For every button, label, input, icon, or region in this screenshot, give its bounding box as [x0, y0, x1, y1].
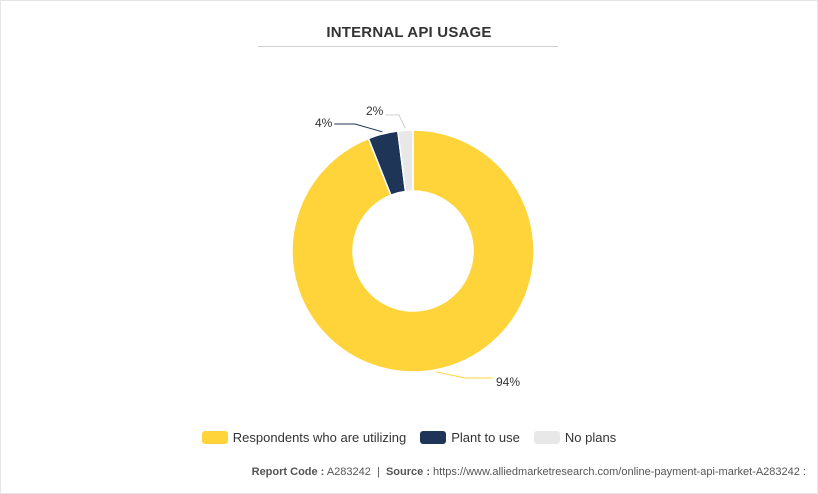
- slice-utilizing[interactable]: [291, 129, 535, 373]
- legend-label-no-plans: No plans: [564, 430, 617, 445]
- legend-item-utilizing[interactable]: Respondents who are utilizing: [201, 430, 407, 445]
- source-url: https://www.alliedmarketresearch.com/onl…: [433, 466, 806, 478]
- legend-swatch-plant-to-use: [420, 431, 447, 444]
- data-label-no-plans: 2%: [366, 104, 384, 118]
- legend-item-plant-to-use[interactable]: Plant to use: [420, 430, 520, 445]
- legend-label-utilizing: Respondents who are utilizing: [232, 430, 407, 445]
- footer-separator: |: [376, 466, 380, 478]
- legend: Respondents who are utilizing Plant to u…: [0, 430, 818, 445]
- slice-no-plans[interactable]: [396, 129, 414, 193]
- data-label-utilizing: 94%: [496, 375, 520, 389]
- legend-label-plant-to-use: Plant to use: [451, 430, 520, 445]
- legend-swatch-no-plans: [533, 431, 560, 444]
- source-label: Source :: [385, 466, 430, 478]
- title-underline: [258, 46, 558, 47]
- data-label-plant-to-use: 4%: [315, 116, 333, 130]
- chart-title: INTERNAL API USAGE: [326, 24, 492, 41]
- report-code-label: Report Code :: [251, 466, 325, 478]
- report-code: A283242: [326, 466, 371, 478]
- leader-line-no-plans: [385, 114, 406, 129]
- leader-line-plant-to-use: [334, 123, 383, 133]
- leader-line-utilizing: [435, 371, 493, 379]
- source-footer: Report Code : A283242 | Source : https:/…: [252, 466, 806, 478]
- legend-item-no-plans[interactable]: No plans: [533, 430, 617, 445]
- legend-swatch-utilizing: [201, 431, 228, 444]
